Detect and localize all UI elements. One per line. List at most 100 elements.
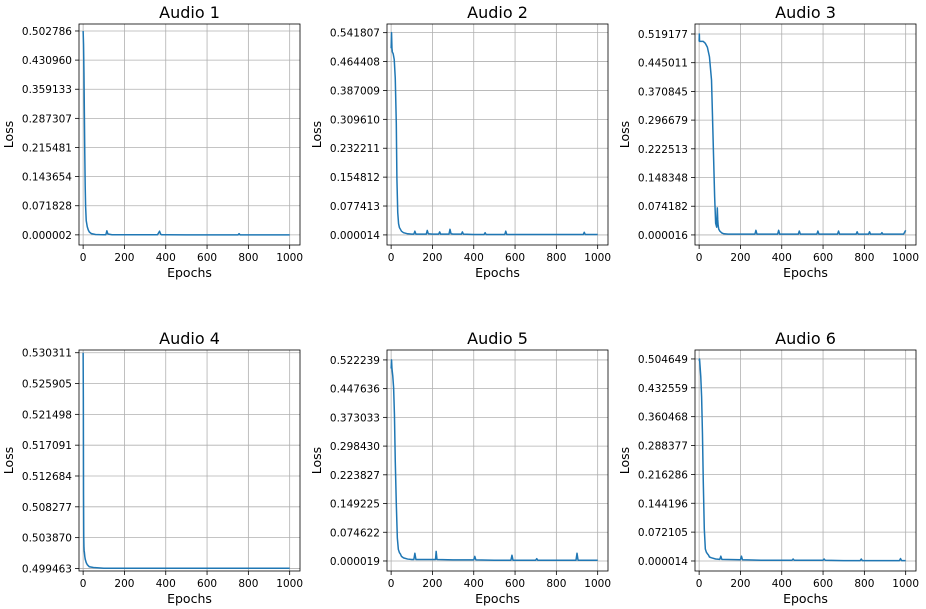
x-axis-label: Epochs [783, 591, 828, 606]
x-axis-label: Epochs [167, 265, 212, 280]
y-axis-label: Loss [309, 121, 324, 148]
subplot-title: Audio 1 [159, 3, 220, 22]
subplot-2: 0 200 400 600 800 1000 0.000014 0.077413 0.15481… [309, 3, 611, 280]
plot-area [387, 350, 608, 571]
axes-frame [78, 349, 301, 572]
plot-area [695, 24, 916, 245]
x-axis-label: Epochs [783, 265, 828, 280]
y-tick-label: 0.430960 [22, 55, 72, 67]
y-tick-label: 0.503870 [22, 533, 72, 545]
y-tick-label: 0.000019 [330, 556, 380, 568]
subplot-title: Audio 5 [467, 329, 528, 348]
x-tick-label: 1000 [892, 252, 919, 264]
x-tick-label: 0 [388, 578, 395, 590]
subplot-title: Audio 3 [775, 3, 836, 22]
x-tick-label: 400 [772, 252, 792, 264]
x-tick-label: 400 [156, 252, 176, 264]
y-axis-label: Loss [1, 121, 16, 148]
subplot-1: 0 200 400 600 800 1000 0.000002 0.071828 0.14365… [1, 3, 303, 280]
y-tick-label: 0.077413 [330, 201, 380, 213]
axes-frame [694, 23, 917, 246]
x-tick-label: 800 [854, 578, 874, 590]
y-tick-label: 0.519177 [638, 29, 688, 41]
loss-line [390, 359, 598, 561]
x-tick-label: 600 [197, 252, 217, 264]
x-tick-label: 800 [854, 252, 874, 264]
y-tick-label: 0.148348 [638, 173, 688, 185]
y-tick-label: 0.370845 [638, 86, 688, 98]
y-tick-label: 0.504649 [638, 354, 688, 366]
x-tick-label: 800 [546, 578, 566, 590]
subplot-title: Audio 2 [467, 3, 528, 22]
y-tick-label: 0.464408 [330, 57, 380, 69]
y-tick-label: 0.149225 [330, 499, 380, 511]
x-tick-label: 1000 [584, 252, 611, 264]
x-tick-label: 1000 [892, 578, 919, 590]
y-tick-label: 0.432559 [638, 383, 688, 395]
y-tick-label: 0.232211 [330, 143, 380, 155]
loss-line [698, 358, 906, 562]
plot-area [695, 350, 916, 571]
x-tick-label: 0 [696, 252, 703, 264]
plot-area [387, 24, 608, 245]
y-tick-label: 0.530311 [22, 348, 72, 360]
y-tick-label: 0.445011 [638, 58, 688, 70]
y-tick-label: 0.000002 [22, 230, 72, 242]
y-tick-label: 0.387009 [330, 85, 380, 97]
y-axis-label: Loss [309, 447, 324, 474]
x-tick-label: 400 [464, 578, 484, 590]
axes-frame [78, 23, 301, 246]
x-tick-label: 1000 [584, 578, 611, 590]
y-tick-label: 0.521498 [22, 409, 72, 421]
y-tick-label: 0.215481 [22, 142, 72, 154]
loss-line [82, 352, 290, 569]
x-tick-label: 200 [422, 578, 442, 590]
x-axis-label: Epochs [475, 591, 520, 606]
y-axis-label: Loss [1, 447, 16, 474]
y-tick-label: 0.071828 [22, 201, 72, 213]
plot-area [79, 350, 300, 571]
y-tick-label: 0.522239 [330, 355, 380, 367]
y-tick-label: 0.222513 [638, 144, 688, 156]
y-tick-label: 0.287307 [22, 113, 72, 125]
x-tick-label: 200 [114, 578, 134, 590]
axes-frame [386, 23, 609, 246]
subplot-5: 0 200 400 600 800 1000 0.000019 0.074622 0.14922… [309, 329, 611, 606]
loss-line [82, 30, 290, 236]
x-tick-label: 600 [813, 578, 833, 590]
loss-line [698, 33, 907, 235]
x-tick-label: 800 [238, 578, 258, 590]
x-tick-label: 0 [80, 578, 87, 590]
x-tick-label: 1000 [276, 252, 303, 264]
x-tick-label: 400 [772, 578, 792, 590]
x-tick-label: 200 [422, 252, 442, 264]
y-tick-label: 0.447636 [330, 384, 380, 396]
x-tick-label: 600 [197, 578, 217, 590]
y-tick-label: 0.512684 [22, 471, 72, 483]
x-axis-label: Epochs [475, 265, 520, 280]
y-axis-label: Loss [617, 121, 632, 148]
x-tick-label: 200 [114, 252, 134, 264]
x-tick-label: 0 [388, 252, 395, 264]
y-tick-label: 0.525905 [22, 379, 72, 391]
y-tick-label: 0.499463 [22, 563, 72, 575]
y-tick-label: 0.359133 [22, 84, 72, 96]
x-tick-label: 400 [464, 252, 484, 264]
loss-line [390, 31, 598, 236]
axes-frame [694, 349, 917, 572]
y-tick-label: 0.074182 [638, 201, 688, 213]
subplot-title: Audio 6 [775, 329, 836, 348]
x-tick-label: 400 [156, 578, 176, 590]
y-tick-label: 0.223827 [330, 470, 380, 482]
y-tick-label: 0.000014 [638, 556, 688, 568]
x-tick-label: 800 [238, 252, 258, 264]
subplot-3: 0 200 400 600 800 1000 0.000016 0.074182 0.14834… [617, 3, 919, 280]
subplot-6: 0 200 400 600 800 1000 0.000014 0.072105 0.14419… [617, 329, 919, 606]
x-tick-label: 200 [730, 252, 750, 264]
x-axis-label: Epochs [167, 591, 212, 606]
y-tick-label: 0.541807 [330, 28, 380, 40]
plot-area [79, 24, 300, 245]
x-tick-label: 1000 [276, 578, 303, 590]
y-tick-label: 0.074622 [330, 527, 380, 539]
